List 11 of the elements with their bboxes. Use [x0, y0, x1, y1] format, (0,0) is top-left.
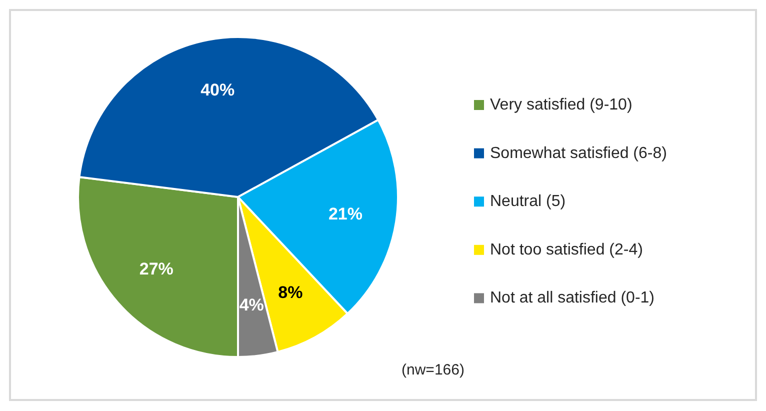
- data-label: 8%: [278, 282, 303, 302]
- legend-label: Neutral (5): [490, 193, 566, 210]
- data-label: 40%: [200, 80, 235, 100]
- data-label: 21%: [328, 204, 362, 224]
- legend-label: Not at all satisfied (0-1): [490, 290, 655, 307]
- legend-label: Somewhat satisfied (6-8): [490, 144, 667, 162]
- data-label: 4%: [239, 295, 264, 314]
- legend-label: Very satisfied (9-10): [490, 96, 632, 114]
- data-label: 27%: [139, 259, 174, 278]
- legend-label: Not too satisfied (2-4): [490, 241, 643, 258]
- text: (nw=166): [402, 362, 464, 378]
